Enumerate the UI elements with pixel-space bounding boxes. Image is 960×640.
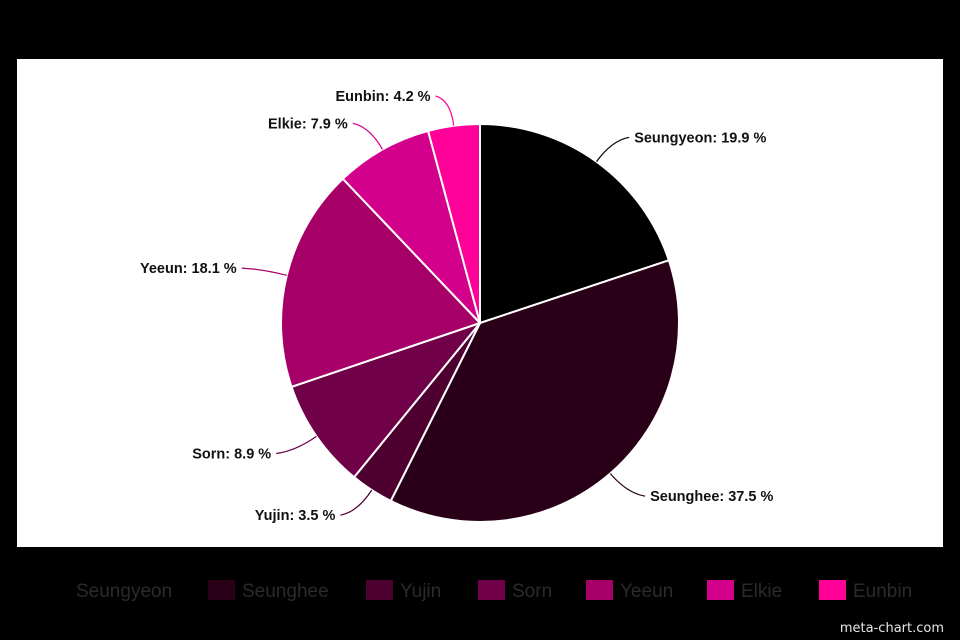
leader-line-yeeun xyxy=(241,267,287,276)
slice-label-sorn: Sorn: 8.9 % xyxy=(192,447,271,463)
legend-item-seungyeon: Seungyeon xyxy=(76,581,172,602)
slice-labels: Seungyeon: 19.9 % Seunghee: 37.5 % Yujin: … xyxy=(140,89,774,524)
slice-label-eunbin: Eunbin: 4.2 % xyxy=(336,89,431,105)
leader-line-yujin xyxy=(340,489,373,516)
slice-yeeun xyxy=(280,177,482,389)
legend-swatch-sorn xyxy=(478,580,505,600)
pie-slices xyxy=(280,122,680,523)
legend-label-seungyeon: Seungyeon xyxy=(76,581,172,602)
slice-label-elkie: Elkie: 7.9 % xyxy=(268,116,348,132)
slice-eunbin xyxy=(426,122,481,324)
legend: Seungyeon Seunghee Yujin Sorn Yeeun Elkie Eunb… xyxy=(76,580,912,602)
leader-line-elkie xyxy=(352,122,384,150)
legend-item-seunghee: Seunghee xyxy=(208,580,329,602)
slice-label-seunghee: Seunghee: 37.5 % xyxy=(650,489,773,505)
legend-swatch-seunghee xyxy=(208,580,235,600)
leader-line-sorn xyxy=(276,435,317,455)
slice-elkie xyxy=(341,129,481,324)
slice-seunghee xyxy=(389,259,680,523)
legend-swatch-yeeun xyxy=(586,580,613,600)
leader-line-seunghee xyxy=(609,473,646,497)
legend-item-elkie: Elkie xyxy=(707,580,782,602)
legend-label-sorn: Sorn xyxy=(512,581,552,602)
legend-swatch-elkie xyxy=(707,580,734,600)
watermark-text: meta-chart.com xyxy=(840,621,944,636)
leader-line-seungyeon xyxy=(596,136,630,162)
legend-label-yeeun: Yeeun xyxy=(620,581,673,602)
slice-label-seungyeon: Seungyeon: 19.9 % xyxy=(634,130,766,146)
legend-swatch-eunbin xyxy=(819,580,846,600)
legend-label-yujin: Yujin xyxy=(400,581,441,602)
legend-swatch-yujin xyxy=(366,580,393,600)
legend-item-yeeun: Yeeun xyxy=(586,580,673,602)
slice-label-yeeun: Yeeun: 18.1 % xyxy=(140,261,237,277)
leader-line-eunbin xyxy=(435,95,455,126)
slice-label-yujin: Yujin: 3.5 % xyxy=(255,508,336,524)
legend-label-eunbin: Eunbin xyxy=(853,581,912,602)
legend-label-elkie: Elkie xyxy=(741,581,782,602)
legend-item-eunbin: Eunbin xyxy=(819,580,912,602)
legend-item-yujin: Yujin xyxy=(366,580,441,602)
leader-lines xyxy=(241,95,646,516)
legend-item-sorn: Sorn xyxy=(478,580,552,602)
slice-seungyeon xyxy=(479,122,671,325)
legend-label-seunghee: Seunghee xyxy=(242,581,329,602)
